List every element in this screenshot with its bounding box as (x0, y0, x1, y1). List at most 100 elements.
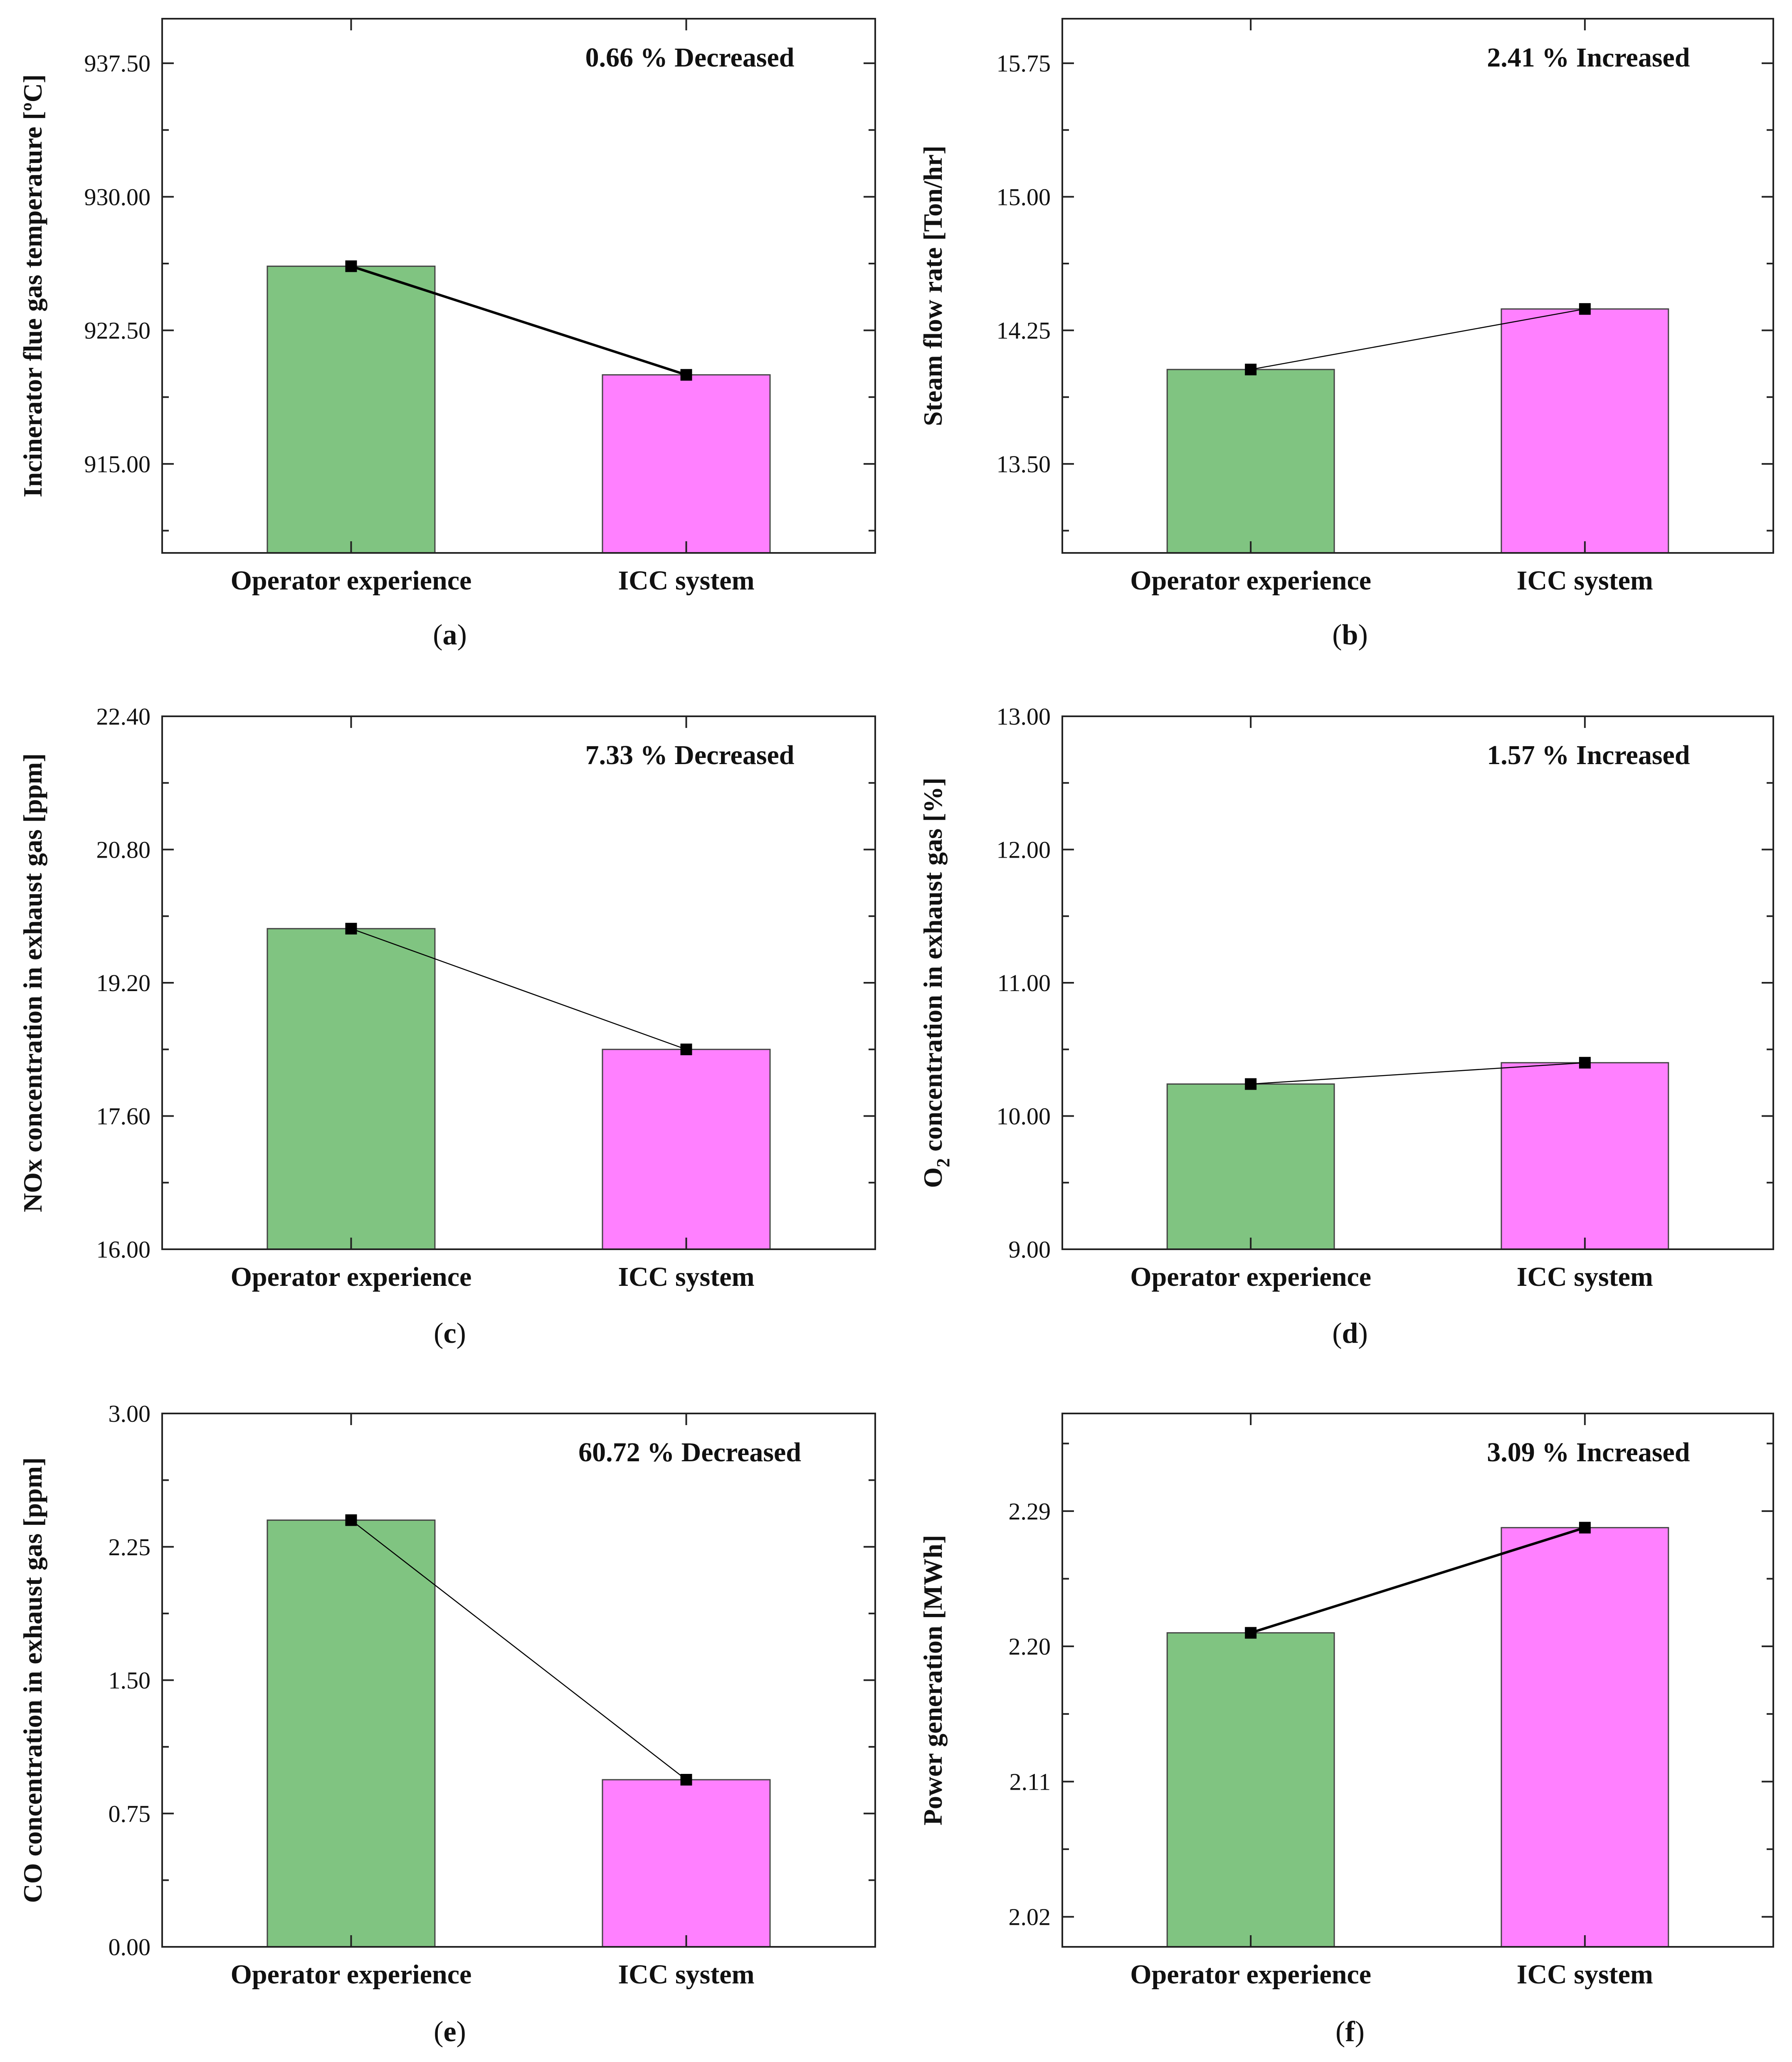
y-tick-label: 2.20 (1009, 1633, 1051, 1660)
x-category-label: Operator experience (1130, 565, 1371, 596)
panel-c: 16.00 17.60 19.20 20.80 22.40 Operator experi… (18, 703, 876, 1349)
panel-tag-letter: a (443, 619, 457, 651)
trend-line (1250, 308, 1585, 370)
y-tick-label: 930.00 (84, 183, 151, 210)
panel-tag-open: ( (434, 1317, 443, 1349)
panel-tag-close: ) (1358, 619, 1367, 651)
data-point-icc-system (680, 1043, 692, 1056)
y-tick-label: 0.75 (109, 1800, 151, 1827)
x-category-label: Operator experience (1130, 1959, 1371, 1990)
y-tick-label: 2.29 (1009, 1498, 1051, 1525)
panel-tag-letter: f (1345, 2016, 1355, 2048)
panel-tag-letter: b (1342, 619, 1358, 651)
panel-tag-close: ) (1358, 1317, 1367, 1349)
panel-f: 2.02 2.11 2.20 2.29 Operator experience ICC s… (918, 1413, 1774, 2048)
percent-change-annotation: 1.57 % Increased (1487, 740, 1690, 770)
y-tick-label: 2.25 (109, 1534, 151, 1561)
panel-tag-open: ( (1332, 619, 1342, 651)
y-axis-title-main: O (918, 1167, 948, 1188)
y-tick-label: 20.80 (96, 836, 151, 863)
x-category-label: ICC system (618, 565, 754, 596)
panel-tag: (f) (1335, 2016, 1365, 2048)
bar-operator-experience (1166, 1083, 1335, 1250)
y-axis-title-rest: concentration in exhaust gas [%] (918, 777, 948, 1158)
plot-frame (161, 18, 876, 554)
trend-line (351, 265, 687, 376)
x-category-label: ICC system (1517, 1262, 1653, 1292)
panel-tag: (b) (1332, 619, 1368, 651)
bar-operator-experience (1166, 1632, 1335, 1948)
y-tick-label: 15.75 (997, 50, 1051, 77)
trend-line (1251, 1062, 1585, 1085)
panel-tag-close: ) (457, 2016, 466, 2048)
panel-tag-open: ( (434, 2016, 443, 2048)
data-point-icc-system (680, 369, 692, 381)
percent-change-annotation: 3.09 % Increased (1487, 1437, 1690, 1468)
bar-icc-system (1501, 1527, 1669, 1948)
panel-tag: (c) (434, 1317, 466, 1349)
y-tick-label: 11.00 (997, 969, 1051, 996)
y-axis-title: Incinerator flue gas temperature [ºC] (18, 74, 47, 498)
data-point-operator-experience (1245, 1627, 1257, 1639)
y-tick-label: 15.00 (997, 183, 1051, 210)
x-category-label: Operator experience (231, 1262, 472, 1292)
data-point-operator-experience (1245, 363, 1257, 375)
panel-tag: (e) (434, 2016, 466, 2048)
y-axis-title: Power generation [MWh] (918, 1535, 948, 1825)
percent-change-annotation: 2.41 % Increased (1487, 42, 1690, 73)
y-tick-label: 13.50 (997, 451, 1051, 478)
bar-icc-system (1501, 1062, 1669, 1250)
y-tick-label: 10.00 (997, 1103, 1051, 1130)
x-category-label: Operator experience (1130, 1262, 1371, 1292)
x-category-label: ICC system (618, 1262, 754, 1292)
trend-line (351, 928, 686, 1050)
y-tick-label: 3.00 (109, 1400, 151, 1427)
panel-d: 9.00 10.00 11.00 12.00 13.00 Operator experie… (918, 703, 1774, 1349)
y-tick-label: 17.60 (96, 1103, 151, 1130)
panel-b: 13.50 14.25 15.00 15.75 Operator experience I… (918, 18, 1774, 651)
percent-change-annotation: 7.33 % Decreased (585, 740, 795, 770)
bar-icc-system (1501, 308, 1669, 554)
panel-tag-letter: c (443, 1317, 456, 1349)
data-point-icc-system (1579, 1522, 1591, 1534)
y-tick-label: 1.50 (109, 1667, 151, 1694)
panel-tag-letter: e (443, 2016, 456, 2048)
plot-frame (1061, 1413, 1774, 1948)
data-point-icc-system (680, 1773, 692, 1786)
y-tick-label: 14.25 (997, 317, 1051, 344)
y-tick-label: 12.00 (997, 836, 1051, 863)
data-point-operator-experience (345, 922, 357, 935)
panel-tag-open: ( (1332, 1317, 1342, 1349)
bar-icc-system (602, 1779, 771, 1948)
panel-tag-close: ) (1355, 2016, 1365, 2048)
panel-tag-letter: d (1342, 1317, 1358, 1349)
y-axis-title-subscript: 2 (933, 1158, 953, 1167)
y-tick-label: 16.00 (96, 1236, 151, 1263)
bar-operator-experience (1166, 369, 1335, 554)
percent-change-annotation: 0.66 % Decreased (585, 42, 795, 73)
x-category-label: ICC system (1517, 1959, 1653, 1990)
y-axis-title: Steam flow rate [Ton/hr] (918, 146, 948, 426)
trend-line (351, 1519, 687, 1780)
y-tick-label: 937.50 (84, 50, 151, 77)
bar-icc-system (602, 374, 771, 554)
panel-tag-close: ) (457, 619, 467, 651)
trend-line (1250, 1526, 1585, 1634)
bar-operator-experience (267, 1519, 436, 1948)
y-tick-label: 9.00 (1009, 1236, 1051, 1263)
x-category-label: ICC system (1517, 565, 1653, 596)
panel-tag: (d) (1332, 1317, 1368, 1349)
panel-tag: (a) (433, 619, 467, 651)
y-tick-label: 922.50 (84, 317, 151, 344)
percent-change-annotation: 60.72 % Decreased (578, 1437, 801, 1468)
panel-tag-close: ) (457, 1317, 466, 1349)
y-tick-label: 2.11 (1010, 1768, 1051, 1795)
data-point-icc-system (1579, 1057, 1591, 1069)
bar-operator-experience (267, 265, 436, 554)
panel-e: 0.00 0.75 1.50 2.25 3.00 Operator experience I… (18, 1400, 876, 2048)
data-point-operator-experience (1245, 1078, 1257, 1090)
plot-frame (1061, 18, 1774, 554)
x-category-label: Operator experience (231, 565, 472, 596)
panel-tag-open: ( (1335, 2016, 1345, 2048)
